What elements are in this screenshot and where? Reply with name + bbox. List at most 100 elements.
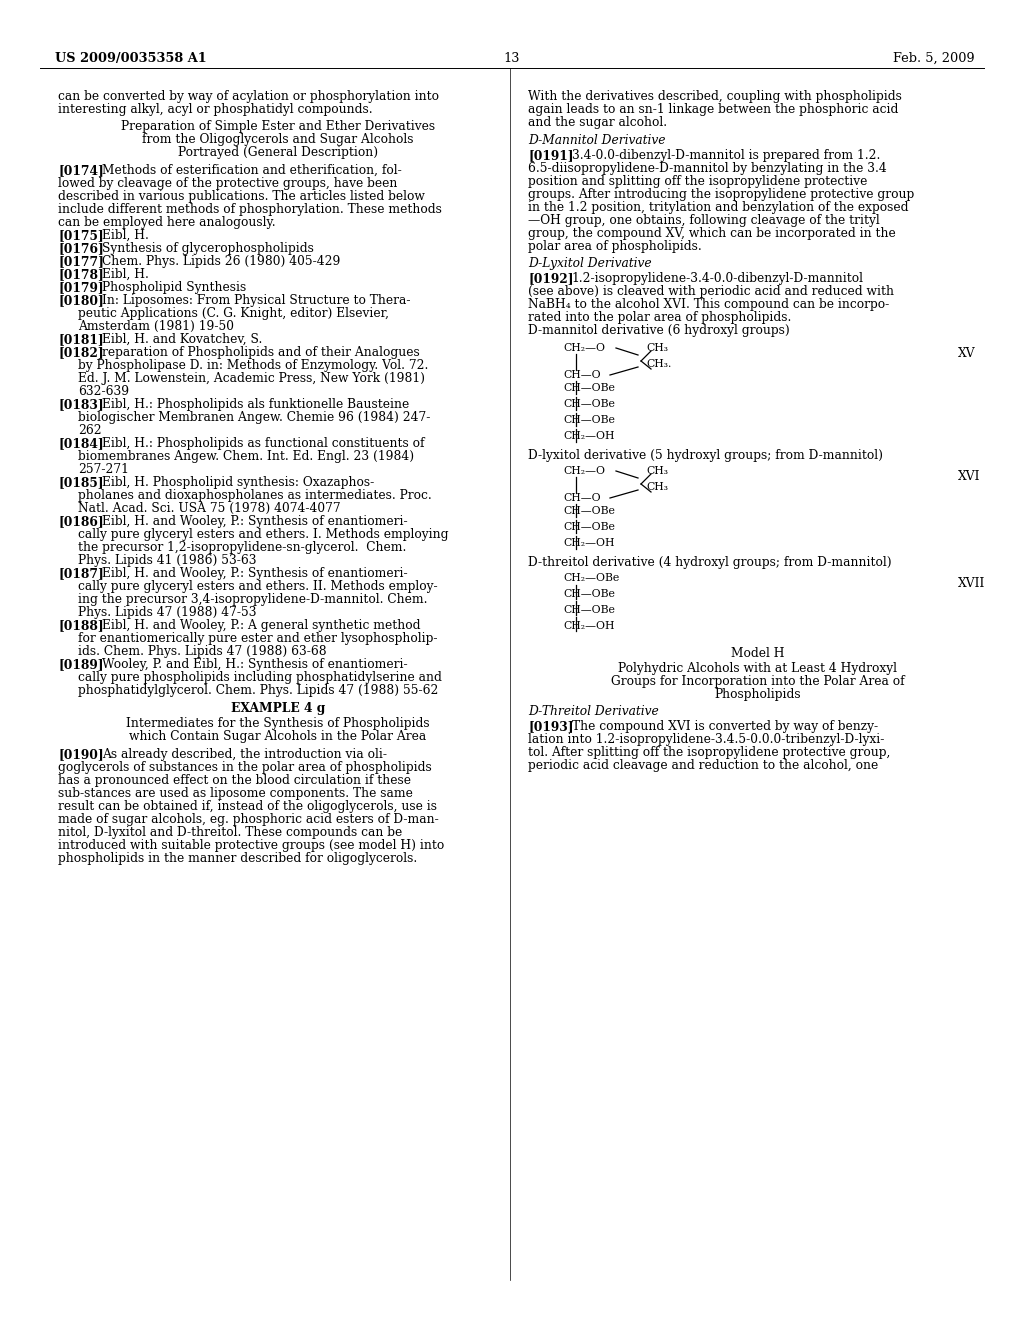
Text: peutic Applications (C. G. Knight, editor) Elsevier,: peutic Applications (C. G. Knight, edito… [78, 308, 389, 319]
Text: CH₃.: CH₃. [646, 359, 672, 370]
Text: made of sugar alcohols, eg. phosphoric acid esters of D-man-: made of sugar alcohols, eg. phosphoric a… [58, 813, 438, 826]
Text: [0181]: [0181] [58, 333, 103, 346]
Text: goglycerols of substances in the polar area of phospholipids: goglycerols of substances in the polar a… [58, 762, 432, 774]
Text: CH—OBe: CH—OBe [563, 383, 614, 393]
Text: Eibl, H. and Wooley, P.: Synthesis of enantiomeri-: Eibl, H. and Wooley, P.: Synthesis of en… [102, 568, 408, 579]
Text: from the Oligoglycerols and Sugar Alcohols: from the Oligoglycerols and Sugar Alcoho… [142, 133, 414, 147]
Text: include different methods of phosphorylation. These methods: include different methods of phosphoryla… [58, 203, 442, 216]
Text: 3.4-0.0-dibenzyl-D-mannitol is prepared from 1.2.: 3.4-0.0-dibenzyl-D-mannitol is prepared … [572, 149, 881, 162]
Text: CH—OBe: CH—OBe [563, 399, 614, 409]
Text: Methods of esterification and etherification, fol-: Methods of esterification and etherifica… [102, 164, 401, 177]
Text: phosphatidylglycerol. Chem. Phys. Lipids 47 (1988) 55-62: phosphatidylglycerol. Chem. Phys. Lipids… [78, 684, 438, 697]
Text: CH—O: CH—O [563, 492, 601, 503]
Text: Eibl, H.: Phospholipids als funktionelle Bausteine: Eibl, H.: Phospholipids als funktionelle… [102, 399, 410, 411]
Text: D-Lyxitol Derivative: D-Lyxitol Derivative [528, 257, 651, 271]
Text: CH—O: CH—O [563, 370, 601, 380]
Text: for enantiomerically pure ester and ether lysophospholip-: for enantiomerically pure ester and ethe… [78, 632, 437, 645]
Text: 262: 262 [78, 424, 101, 437]
Text: CH₃: CH₃ [646, 466, 668, 477]
Text: Model H: Model H [731, 647, 784, 660]
Text: sub-stances are used as liposome components. The same: sub-stances are used as liposome compone… [58, 787, 413, 800]
Text: [0180]: [0180] [58, 294, 103, 308]
Text: Phospholipid Synthesis: Phospholipid Synthesis [102, 281, 246, 294]
Text: Eibl, H. and Kovatchev, S.: Eibl, H. and Kovatchev, S. [102, 333, 262, 346]
Text: polar area of phospholipids.: polar area of phospholipids. [528, 240, 701, 253]
Text: Portrayed (General Description): Portrayed (General Description) [178, 147, 378, 158]
Text: Eibl, H.: Phospholipids as functional constituents of: Eibl, H.: Phospholipids as functional co… [102, 437, 425, 450]
Text: CH—OBe: CH—OBe [563, 605, 614, 615]
Text: NaBH₄ to the alcohol XVI. This compound can be incorpo-: NaBH₄ to the alcohol XVI. This compound … [528, 298, 889, 312]
Text: groups. After introducing the isopropylidene protective group: groups. After introducing the isopropyli… [528, 187, 914, 201]
Text: [0187]: [0187] [58, 568, 103, 579]
Text: Intermediates for the Synthesis of Phospholipids: Intermediates for the Synthesis of Phosp… [126, 717, 430, 730]
Text: Wooley, P. and Eibl, H.: Synthesis of enantiomeri-: Wooley, P. and Eibl, H.: Synthesis of en… [102, 657, 408, 671]
Text: D-lyxitol derivative (5 hydroxyl groups; from D-mannitol): D-lyxitol derivative (5 hydroxyl groups;… [528, 449, 883, 462]
Text: [0184]: [0184] [58, 437, 103, 450]
Text: D-Threitol Derivative: D-Threitol Derivative [528, 705, 658, 718]
Text: group, the compound XV, which can be incorporated in the: group, the compound XV, which can be inc… [528, 227, 896, 240]
Text: [0185]: [0185] [58, 477, 103, 488]
Text: Eibl, H. and Wooley, P.: Synthesis of enantiomeri-: Eibl, H. and Wooley, P.: Synthesis of en… [102, 515, 408, 528]
Text: phospholipids in the manner described for oligoglycerols.: phospholipids in the manner described fo… [58, 851, 417, 865]
Text: in the 1.2 position, tritylation and benzylation of the exposed: in the 1.2 position, tritylation and ben… [528, 201, 908, 214]
Text: lowed by cleavage of the protective groups, have been: lowed by cleavage of the protective grou… [58, 177, 397, 190]
Text: cally pure glyceryl esters and ethers. I. Methods employing: cally pure glyceryl esters and ethers. I… [78, 528, 449, 541]
Text: can be employed here analogously.: can be employed here analogously. [58, 216, 275, 228]
Text: Polyhydric Alcohols with at Least 4 Hydroxyl: Polyhydric Alcohols with at Least 4 Hydr… [618, 663, 897, 675]
Text: which Contain Sugar Alcohols in the Polar Area: which Contain Sugar Alcohols in the Pola… [129, 730, 427, 743]
Text: [0190]: [0190] [58, 748, 103, 762]
Text: D-mannitol derivative (6 hydroxyl groups): D-mannitol derivative (6 hydroxyl groups… [528, 323, 790, 337]
Text: [0175]: [0175] [58, 228, 103, 242]
Text: —OH group, one obtains, following cleavage of the trityl: —OH group, one obtains, following cleava… [528, 214, 880, 227]
Text: Preparation of Simple Ester and Ether Derivatives: Preparation of Simple Ester and Ether De… [121, 120, 435, 133]
Text: CH₂—O: CH₂—O [563, 343, 605, 352]
Text: tol. After splitting off the isopropylidene protective group,: tol. After splitting off the isopropylid… [528, 746, 891, 759]
Text: [0182]: [0182] [58, 346, 103, 359]
Text: ids. Chem. Phys. Lipids 47 (1988) 63-68: ids. Chem. Phys. Lipids 47 (1988) 63-68 [78, 645, 327, 657]
Text: [0189]: [0189] [58, 657, 103, 671]
Text: 632-639: 632-639 [78, 385, 129, 399]
Text: cally pure glyceryl esters and ethers. II. Methods employ-: cally pure glyceryl esters and ethers. I… [78, 579, 437, 593]
Text: Feb. 5, 2009: Feb. 5, 2009 [893, 51, 975, 65]
Text: pholanes and dioxaphospholanes as intermediates. Proc.: pholanes and dioxaphospholanes as interm… [78, 488, 432, 502]
Text: As already described, the introduction via oli-: As already described, the introduction v… [102, 748, 387, 762]
Text: Eibl, H.: Eibl, H. [102, 228, 148, 242]
Text: [0188]: [0188] [58, 619, 103, 632]
Text: [0176]: [0176] [58, 242, 103, 255]
Text: result can be obtained if, instead of the oligoglycerols, use is: result can be obtained if, instead of th… [58, 800, 437, 813]
Text: 13: 13 [504, 51, 520, 65]
Text: CH—OBe: CH—OBe [563, 506, 614, 516]
Text: Natl. Acad. Sci. USA 75 (1978) 4074-4077: Natl. Acad. Sci. USA 75 (1978) 4074-4077 [78, 502, 341, 515]
Text: ing the precursor 3,4-isopropylidene-D-mannitol. Chem.: ing the precursor 3,4-isopropylidene-D-m… [78, 593, 427, 606]
Text: CH₂—O: CH₂—O [563, 466, 605, 477]
Text: 6.5-diisopropylidene-D-mannitol by benzylating in the 3.4: 6.5-diisopropylidene-D-mannitol by benzy… [528, 162, 887, 176]
Text: Eibl, H.: Eibl, H. [102, 268, 148, 281]
Text: by Phospholipase D. in: Methods of Enzymology. Vol. 72.: by Phospholipase D. in: Methods of Enzym… [78, 359, 428, 372]
Text: D-Mannitol Derivative: D-Mannitol Derivative [528, 135, 666, 147]
Text: position and splitting off the isopropylidene protective: position and splitting off the isopropyl… [528, 176, 867, 187]
Text: Eibl, H. and Wooley, P.: A general synthetic method: Eibl, H. and Wooley, P.: A general synth… [102, 619, 421, 632]
Text: 1.2-isopropylidene-3.4-0.0-dibenzyl-D-mannitol: 1.2-isopropylidene-3.4-0.0-dibenzyl-D-ma… [572, 272, 864, 285]
Text: [0174]: [0174] [58, 164, 103, 177]
Text: and the sugar alcohol.: and the sugar alcohol. [528, 116, 667, 129]
Text: Amsterdam (1981) 19-50: Amsterdam (1981) 19-50 [78, 319, 234, 333]
Text: US 2009/0035358 A1: US 2009/0035358 A1 [55, 51, 207, 65]
Text: Phospholipids: Phospholipids [715, 688, 802, 701]
Text: introduced with suitable protective groups (see model H) into: introduced with suitable protective grou… [58, 840, 444, 851]
Text: interesting alkyl, acyl or phosphatidyl compounds.: interesting alkyl, acyl or phosphatidyl … [58, 103, 373, 116]
Text: CH—OBe: CH—OBe [563, 414, 614, 425]
Text: cally pure phospholipids including phosphatidylserine and: cally pure phospholipids including phosp… [78, 671, 442, 684]
Text: XVII: XVII [958, 577, 985, 590]
Text: In: Liposomes: From Physical Structure to Thera-: In: Liposomes: From Physical Structure t… [102, 294, 411, 308]
Text: Phys. Lipids 41 (1986) 53-63: Phys. Lipids 41 (1986) 53-63 [78, 554, 256, 568]
Text: The compound XVI is converted by way of benzy-: The compound XVI is converted by way of … [572, 719, 879, 733]
Text: XV: XV [958, 347, 976, 360]
Text: CH—OBe: CH—OBe [563, 589, 614, 599]
Text: biologischer Membranen Angew. Chemie 96 (1984) 247-: biologischer Membranen Angew. Chemie 96 … [78, 411, 430, 424]
Text: biomembranes Angew. Chem. Int. Ed. Engl. 23 (1984): biomembranes Angew. Chem. Int. Ed. Engl.… [78, 450, 414, 463]
Text: [0186]: [0186] [58, 515, 103, 528]
Text: Eibl, H. Phospholipid synthesis: Oxazaphos-: Eibl, H. Phospholipid synthesis: Oxazaph… [102, 477, 374, 488]
Text: EXAMPLE 4 g: EXAMPLE 4 g [230, 702, 326, 715]
Text: With the derivatives described, coupling with phospholipids: With the derivatives described, coupling… [528, 90, 902, 103]
Text: 257-271: 257-271 [78, 463, 129, 477]
